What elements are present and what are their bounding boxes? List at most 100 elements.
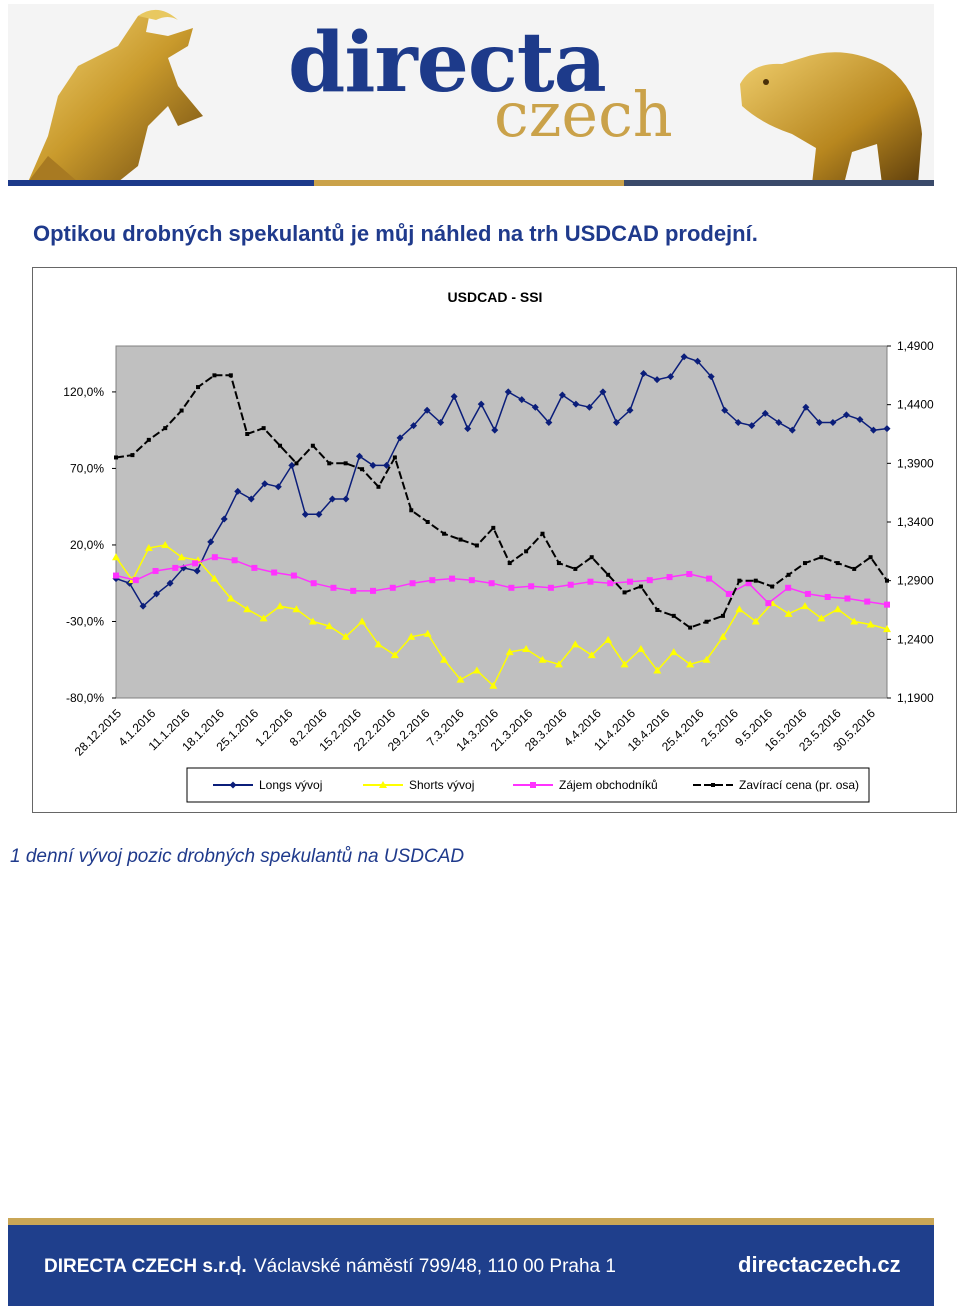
longs-point (640, 370, 648, 378)
x-tick-label: 28.12.2015 (72, 706, 125, 759)
price-point (589, 555, 594, 560)
longs-point (261, 480, 269, 488)
y-axis-left: -80,0% -30,0% 20,0% 70,0% 120,0% (63, 385, 116, 705)
plot-area (115, 345, 888, 699)
longs-point (396, 434, 404, 442)
price-point (868, 555, 873, 560)
price-point (376, 484, 381, 489)
price-point (770, 584, 775, 589)
longs-point (775, 419, 783, 427)
x-axis: 28.12.20154.1.201611.1.201618.1.201625.1… (72, 706, 878, 759)
shorts-point (358, 617, 367, 625)
interest-point (370, 587, 376, 594)
series-layer (112, 353, 891, 689)
interest-point (350, 587, 357, 594)
bull-statue-icon (28, 9, 203, 182)
shorts-point (833, 605, 842, 613)
longs-point (247, 495, 255, 503)
price-point (458, 537, 463, 542)
longs-point (518, 396, 526, 404)
price-point (704, 619, 709, 624)
longs-point (234, 487, 242, 495)
shorts-point (538, 655, 547, 663)
shorts-point (735, 605, 744, 613)
y-left-tick-label: 70,0% (70, 461, 104, 475)
longs-point (531, 403, 539, 411)
longs-point (585, 403, 593, 411)
chart-frame: USDCAD - SSI -80,0% -30,0% 20,0% 70,0% 120,0… (32, 267, 957, 813)
ssi-chart: USDCAD - SSI -80,0% -30,0% 20,0% 70,0% 120,0… (63, 289, 934, 803)
y-right-tick-label: 1,3900 (897, 456, 934, 470)
longs-point (355, 452, 363, 460)
shorts-point (472, 666, 481, 674)
price-point (786, 572, 791, 577)
price-point (753, 578, 758, 583)
longs-point (815, 419, 823, 427)
shorts-point (374, 640, 383, 648)
shorts-point (669, 648, 678, 656)
shorts-point (718, 632, 727, 640)
y-left-tick-label: 20,0% (70, 538, 104, 552)
price-point (360, 467, 365, 472)
longs-point (545, 419, 553, 427)
interest-point (172, 564, 179, 571)
series-square (113, 554, 890, 608)
longs-point (328, 495, 336, 503)
longs-point (680, 353, 688, 361)
price-point (392, 455, 397, 460)
interest-point (290, 572, 297, 579)
longs-point (842, 411, 850, 419)
shorts-point (308, 617, 317, 625)
shorts-point (112, 553, 120, 561)
shorts-point (341, 632, 350, 640)
price-point (343, 461, 348, 466)
interest-point (686, 571, 693, 578)
price-point (163, 426, 168, 431)
shorts-point (817, 614, 826, 622)
longs-point (856, 415, 864, 423)
longs-point (667, 373, 675, 381)
interest-point (824, 593, 831, 600)
interest-point (113, 572, 119, 579)
bear-statue-icon (740, 52, 922, 185)
header-divider (8, 180, 934, 186)
price-point (655, 608, 660, 612)
y-right-tick-label: 1,2900 (897, 574, 934, 588)
shorts-point (379, 781, 387, 788)
longs-point (423, 406, 431, 414)
interest-point (725, 590, 732, 597)
interest-point (666, 574, 673, 581)
interest-point (745, 580, 752, 587)
longs-point (369, 461, 377, 469)
longs-point (315, 510, 323, 518)
longs-point (802, 403, 810, 411)
interest-point (132, 577, 139, 584)
interest-point (587, 578, 594, 585)
y-left-tick-label: -80,0% (66, 691, 104, 705)
footer-gold-stripe (8, 1218, 934, 1225)
shorts-point (522, 645, 531, 653)
price-point (294, 461, 299, 466)
price-point (261, 426, 266, 431)
longs-point (491, 426, 499, 434)
longs-point (612, 419, 620, 427)
price-point (179, 408, 184, 413)
shorts-point (390, 651, 399, 659)
longs-point (342, 495, 350, 503)
price-point (835, 561, 840, 566)
series-line (115, 556, 888, 606)
interest-point (310, 580, 317, 587)
price-point (114, 455, 118, 460)
legend-label: Longs vývoj (259, 778, 322, 792)
shorts-point (883, 625, 891, 633)
shorts-point (226, 594, 235, 602)
price-point (524, 549, 529, 554)
interest-point (804, 590, 811, 597)
logo-czech: czech (494, 78, 673, 151)
legend-label: Shorts vývoj (409, 778, 474, 792)
price-point (711, 783, 715, 787)
headline: Optikou drobných spekulantů je můj náhle… (33, 221, 758, 246)
interest-point (251, 564, 258, 571)
shorts-point (144, 544, 153, 552)
footer-website-link[interactable]: directaczech.cz (738, 1252, 901, 1277)
